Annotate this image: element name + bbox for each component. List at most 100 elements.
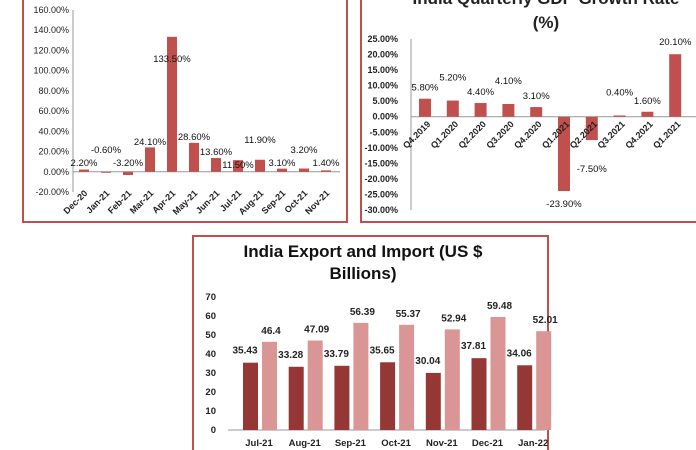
chart1-bar: [233, 160, 243, 172]
chart2-bar: [446, 100, 459, 117]
chart1-bar: [189, 142, 199, 172]
chart1-data-label: 3.20%: [291, 145, 318, 156]
chart3-import-label: 52.01: [533, 315, 558, 326]
chart1-data-label: -3.20%: [113, 158, 144, 169]
chart2-y-tick: 10.00%: [367, 81, 398, 91]
chart2-y-tick: 5.00%: [372, 96, 398, 106]
chart2-data-label: -23.90%: [546, 199, 582, 210]
chart3-import-label: 46.4: [261, 326, 281, 337]
chart1-bar: [167, 36, 177, 172]
chart3-y-tick: 40: [205, 349, 216, 360]
chart2-title: India Quarterly GDP Growth Rate: [412, 0, 679, 8]
chart1-data-label: 24.10%: [134, 137, 167, 148]
chart3-export-label: 35.65: [370, 345, 395, 356]
chart3-export-bar: [334, 365, 350, 430]
chart3-import-label: 47.09: [304, 325, 329, 336]
chart1-y-tick: 160.00%: [33, 5, 69, 15]
chart2-data-label: 1.60%: [634, 96, 661, 107]
chart2-bar: [530, 107, 543, 117]
chart2-bar: [558, 116, 570, 192]
chart2-data-label: 0.40%: [606, 87, 633, 98]
chart3-x-tick: Jul-21: [245, 438, 273, 449]
chart2-frame: [360, 0, 696, 223]
chart1-y-tick: -20.00%: [35, 187, 69, 197]
chart2-data-label: 4.40%: [467, 87, 494, 98]
chart3-y-tick: 10: [205, 406, 216, 417]
chart1-y-tick: 140.00%: [33, 25, 69, 35]
chart3-x-tick: Dec-21: [472, 438, 504, 449]
chart1-data-label: 1.40%: [313, 158, 340, 169]
chart1-bar: [145, 147, 155, 172]
chart3-y-tick: 0: [211, 425, 216, 436]
chart3-export-label: 33.79: [324, 349, 349, 360]
chart3-export-bar: [380, 362, 396, 430]
chart1-y-tick: 60.00%: [38, 106, 69, 116]
chart3-import-bar: [262, 341, 277, 430]
chart3-export-label: 34.06: [507, 348, 532, 359]
chart1-data-label: 28.60%: [178, 132, 211, 143]
chart1-data-label: 13.60%: [200, 147, 233, 158]
chart3-x-tick: Sep-21: [335, 438, 367, 449]
chart1-data-label: 11.50%: [222, 160, 254, 171]
chart3-import-label: 56.39: [350, 307, 375, 318]
chart1-bar: [101, 171, 111, 173]
chart1-data-label: 11.90%: [244, 135, 276, 146]
chart2-y-tick: -15.00%: [364, 158, 398, 168]
chart1-bar: [299, 168, 309, 172]
chart3-import-bar: [399, 324, 415, 430]
chart2-y-tick: -10.00%: [364, 143, 398, 153]
chart3-y-tick: 60: [205, 311, 216, 322]
chart3-y-tick: 20: [205, 387, 216, 398]
chart1-bar: [211, 158, 221, 172]
chart3-x-tick: Jan-22: [518, 438, 548, 449]
chart2-data-label: 3.10%: [523, 91, 550, 102]
chart3-title: India Export and Import (US $: [244, 242, 484, 261]
chart2-bar: [613, 115, 626, 117]
chart3-export-bar: [471, 358, 487, 430]
chart3-y-tick: 30: [205, 368, 216, 379]
chart1-y-tick: 80.00%: [38, 86, 69, 96]
chart2-data-label: 20.10%: [659, 37, 692, 48]
chart1-data-label: -0.60%: [91, 145, 122, 156]
chart1-bar: [79, 169, 89, 172]
chart2-data-label: 5.80%: [412, 83, 439, 94]
chart3-import-bar: [353, 322, 369, 430]
chart2-title-line2: (%): [533, 13, 559, 32]
chart3-export-label: 37.81: [461, 341, 486, 352]
chart1-bar: [277, 168, 287, 172]
chart1-y-tick: 20.00%: [38, 147, 69, 157]
chart1-y-tick: 120.00%: [33, 45, 69, 55]
chart2-y-tick: 20.00%: [367, 50, 398, 60]
chart1-y-tick: 100.00%: [33, 66, 69, 76]
chart3-import-bar: [307, 340, 323, 430]
chart1-y-tick: 0.00%: [43, 167, 69, 177]
chart2-y-tick: -5.00%: [369, 127, 398, 137]
chart3-import-bar: [444, 329, 460, 430]
chart1-data-label: 2.20%: [71, 158, 98, 169]
chart2-bar: [641, 111, 654, 117]
chart3-export-label: 33.28: [278, 350, 303, 361]
chart1-bar: [321, 170, 331, 172]
chart3-export-bar: [517, 365, 533, 430]
chart3-export-bar: [243, 362, 258, 430]
chart3-import-bar: [490, 316, 506, 430]
chart2-bar: [502, 103, 515, 117]
chart1-frame: [22, 0, 348, 223]
chart3-export-bar: [288, 366, 304, 430]
chart2-y-tick: -20.00%: [364, 174, 398, 184]
chart3-title-line2: Billions): [329, 264, 396, 283]
chart3-x-tick: Aug-21: [289, 438, 322, 449]
chart2-data-label: -7.50%: [577, 164, 608, 175]
chart1-data-label: 3.10%: [269, 158, 296, 169]
chart2-bar: [474, 103, 487, 117]
chart2-y-tick: 25.00%: [367, 34, 398, 44]
chart3-export-bar: [425, 372, 441, 430]
chart2-data-label: 5.20%: [439, 73, 466, 84]
chart3-export-label: 35.43: [232, 346, 257, 357]
chart3-import-label: 52.94: [441, 313, 466, 324]
chart3-x-tick: Oct-21: [381, 438, 411, 449]
chart2-y-tick: 0.00%: [372, 112, 398, 122]
chart3-x-tick: Nov-21: [426, 438, 458, 449]
chart3-import-label: 59.48: [487, 301, 512, 312]
